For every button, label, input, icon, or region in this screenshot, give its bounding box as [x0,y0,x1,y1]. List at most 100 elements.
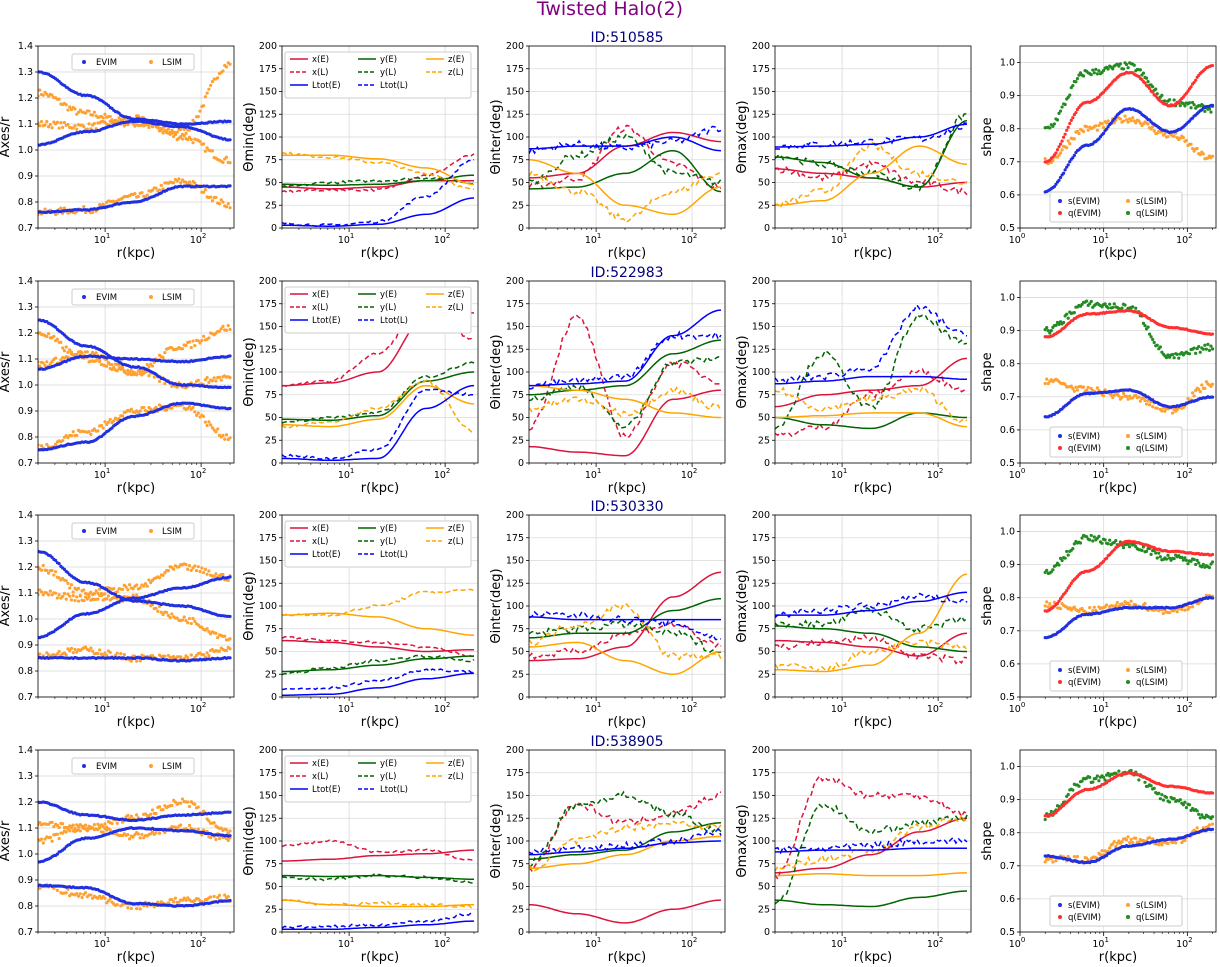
axes-frame [37,514,235,698]
q-lsim-point [1164,356,1169,360]
lsim-point [224,648,229,653]
plot-area [1043,299,1215,419]
lsim-point [217,375,222,379]
evim-point [228,656,232,660]
lsim-point [179,801,183,805]
legend-marker [1058,211,1062,215]
lsim-point [82,826,86,831]
s-lsim-point [1065,146,1069,150]
s-lsim-point [1080,606,1084,611]
y-axis-label: Θmax(deg) [735,335,750,408]
y-axis-label: Axes/r [0,820,13,861]
lsim-point [96,429,100,433]
q-lsim-point [1178,104,1182,108]
lsim-point [207,87,211,91]
s-lsim-point [1072,605,1076,609]
q-evim-point [1066,125,1070,129]
lsim-point [99,423,104,428]
lsim-point [78,829,82,833]
lsim-point [209,836,213,840]
lsim-point [175,616,179,620]
x-tick-exponent: 1 [350,232,354,240]
y-tick-label: 0.8 [1000,124,1015,135]
lsim-point [41,361,45,365]
plot-area [529,124,722,224]
lsim-point [223,437,227,441]
legend-box [71,522,195,540]
lsim-point [128,837,132,841]
q-evim-point [1058,142,1063,146]
y-tick-label: 1.1 [18,823,33,834]
evim-point [54,558,58,563]
y-tick-label: 50 [758,178,770,189]
plot-area [38,61,232,217]
q-lsim-point [1089,299,1093,304]
x-tick-exponent: 2 [202,232,206,240]
y-tick-label: 175 [506,64,524,75]
lsim-point [48,122,52,127]
lsim-point [71,593,75,598]
lsim-point [202,570,206,575]
q-lsim-point [1207,565,1212,570]
s-lsim-point [1058,607,1063,611]
lsim-point [89,127,93,131]
x-tick-exponent: 1 [843,232,847,240]
y-tick-label: 0.7 [18,927,33,938]
lsim-point [200,833,204,837]
lsim-point [202,653,206,657]
s-lsim-point [1109,393,1113,397]
lsim-point [126,833,130,837]
s-lsim-point [1115,601,1119,605]
legend-label: s(LSIM) [1136,432,1167,442]
axes-frame [37,280,235,464]
lsim-point [191,118,195,122]
lsim-point [191,141,195,145]
x-tick-exponent: 2 [693,467,697,475]
lsim-point [187,180,192,184]
s-lsim-point [1043,381,1047,386]
legend-label: s(EVIM) [1068,432,1100,442]
lsim-point [66,108,70,112]
lsim-point [126,906,130,910]
panel-inter-1: 0 25 50 75 100 125 150 175 200 101 102 r(kpc) Θinter… [489,30,726,261]
legend-marker-evim [82,60,86,64]
lsim-point [82,588,86,592]
lsim-point [76,586,81,590]
lsim-point [193,655,197,660]
legend-marker [1126,199,1130,203]
s-lsim-point [1101,394,1106,398]
lsim-point [203,420,207,424]
s-lsim-point [1103,388,1107,392]
lsim-point [210,379,215,383]
axes-frame [37,45,235,229]
y-axis-label: Θmax(deg) [735,100,750,173]
lsim-point [71,430,75,434]
lsim-point [75,650,79,654]
y-tick-label: 0 [271,458,277,469]
q-lsim-point [1097,534,1101,538]
lsim-point [50,839,54,843]
x-tick-exponent: 2 [202,701,206,709]
evim-point [228,834,232,838]
q-evim-point [1074,110,1078,115]
series-x-evim [529,571,722,662]
lsim-point [75,353,79,357]
q-lsim-point [1166,553,1170,557]
y-tick-label: 175 [752,299,770,310]
q-lsim-point [1143,324,1147,328]
q-lsim-point [1163,99,1167,103]
lsim-point [68,105,72,109]
s-lsim-point [1114,603,1118,608]
y-tick-label: 1.4 [18,276,33,287]
y-tick-label: 200 [259,276,277,287]
lsim-point [205,376,209,380]
q-lsim-point [1068,93,1072,97]
s-lsim-point [1200,383,1204,387]
q-lsim-point [1124,62,1129,67]
lsim-point [96,827,100,832]
series-Ltot-evim [775,375,967,385]
lsim-point [172,655,176,659]
legend-label-evim: EVIM [96,58,117,68]
s-lsim-point [1138,121,1142,125]
